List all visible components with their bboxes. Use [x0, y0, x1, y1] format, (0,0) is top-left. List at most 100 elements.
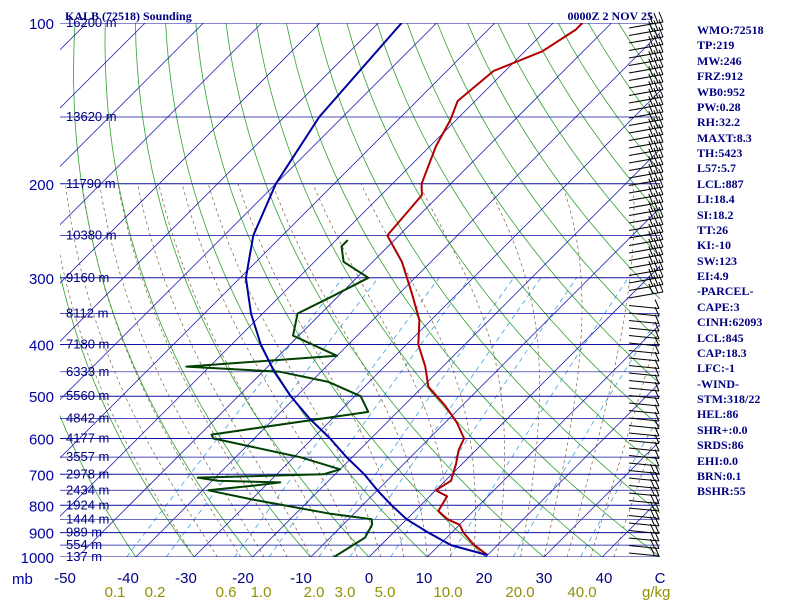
- isotherm-line: [60, 23, 262, 226]
- wind-barb: [628, 276, 664, 284]
- wind-barb-flag: [648, 73, 654, 84]
- index-item: -WIND-: [697, 376, 739, 391]
- wind-barb: [628, 462, 660, 467]
- isotherm-line: [252, 148, 660, 557]
- wind-barbs: [628, 11, 664, 557]
- wind-barb-flag: [648, 276, 654, 287]
- wind-barb-flag: [654, 434, 660, 444]
- wind-barb: [628, 36, 664, 44]
- wind-barb-flag: [658, 56, 664, 68]
- wind-barb-flag: [648, 21, 654, 32]
- index-item: CAP:18.3: [697, 345, 747, 360]
- isotherm-line: [485, 382, 660, 557]
- wind-barb-flag: [650, 493, 655, 504]
- wind-barb-flag: [658, 169, 664, 180]
- mixing-ratio-unit-label: g/kg: [642, 584, 670, 600]
- index-item: LCL:887: [697, 176, 744, 191]
- wind-barb-flag: [648, 178, 654, 189]
- wind-barb-flag: [654, 449, 660, 459]
- index-item: SRDS:86: [697, 438, 744, 453]
- wind-barb: [628, 320, 660, 324]
- wind-barb-flag: [653, 207, 659, 219]
- wind-barb-flag: [654, 509, 660, 519]
- wind-barb-flag: [650, 463, 655, 474]
- wind-barb: [628, 81, 664, 89]
- isotherm-line: [60, 23, 379, 342]
- index-item: TH:5423: [697, 146, 743, 160]
- wind-barb-flag: [653, 27, 659, 39]
- mixing-ratio-tick-label: 40.0: [567, 584, 596, 600]
- wind-barb-flag: [654, 539, 660, 549]
- wind-barb-flag: [653, 267, 659, 279]
- index-item: SHR+:0.0: [697, 422, 748, 437]
- wind-barb-flag: [654, 464, 660, 474]
- wind-barb-flag: [653, 57, 659, 69]
- wind-barb-flag: [653, 140, 659, 151]
- wind-barb: [628, 89, 664, 96]
- wind-barb-flag: [653, 200, 659, 211]
- temperature-tick-label: -50: [54, 570, 76, 587]
- wind-barb-flag: [654, 299, 660, 309]
- wind-barb-flag: [654, 359, 660, 369]
- height-label: 1444 m: [66, 511, 109, 526]
- index-item: HEL:86: [697, 407, 739, 422]
- wind-barb-flag: [653, 72, 659, 84]
- wind-barb-flag: [653, 275, 659, 286]
- wind-barb-flag: [648, 253, 654, 264]
- pressure-tick-label: 400: [29, 338, 54, 355]
- wind-barb-flag: [653, 117, 659, 129]
- sounding-traces: [185, 23, 584, 557]
- wind-barb-flag: [648, 268, 654, 279]
- height-label: 554 m: [66, 537, 102, 552]
- wind-barb-flag: [648, 118, 654, 129]
- wind-barb: [628, 224, 664, 231]
- index-item: SI:18.2: [697, 207, 734, 222]
- wind-barb: [628, 104, 664, 111]
- wind-barb-flag: [658, 161, 664, 173]
- wind-barb: [628, 141, 664, 149]
- wind-barb-flag: [658, 11, 664, 23]
- wind-barb: [628, 432, 660, 437]
- index-item: WB0:952: [697, 84, 745, 99]
- wind-barb: [628, 44, 664, 51]
- height-label: 16200 m: [66, 15, 117, 30]
- isotherm-line: [60, 23, 554, 517]
- wind-barb-flag: [658, 214, 664, 225]
- wind-barb-flag: [654, 486, 660, 497]
- indices-panel: WMO:72518 TP:219 MW:246 FRZ:912 WB0:952 PW:0.…: [697, 23, 799, 500]
- wind-barb-flag: [653, 222, 659, 234]
- index-item: SW:123: [697, 253, 738, 268]
- wind-barb: [628, 149, 664, 156]
- wind-barb-flag: [650, 478, 655, 489]
- isotherm-line: [193, 90, 660, 557]
- wind-barb-flag: [653, 192, 659, 204]
- wind-barb: [628, 342, 660, 347]
- wind-barb: [628, 261, 664, 269]
- wind-barb-flag: [654, 494, 660, 504]
- temperature-tick-label: -20: [232, 570, 254, 587]
- index-item: EHI:0.0: [697, 453, 739, 468]
- wind-barb: [628, 447, 660, 452]
- wind-barb: [628, 455, 660, 459]
- height-label: 7180 m: [66, 337, 109, 352]
- wind-barb: [628, 335, 660, 339]
- wind-barb-flag: [658, 176, 664, 188]
- wind-barb: [628, 312, 660, 317]
- wind-barb-flag: [653, 147, 659, 159]
- wind-barb-flag: [653, 185, 659, 196]
- wind-barb-flag: [658, 34, 664, 45]
- index-item: BSHR:55: [697, 484, 746, 499]
- wind-barb-flag: [658, 109, 664, 120]
- wind-barb-flag: [648, 208, 654, 219]
- moist-adiabat: [60, 252, 195, 557]
- pressure-tick-label: 300: [29, 271, 54, 288]
- wind-barb: [628, 239, 664, 246]
- wind-barb-flag: [653, 132, 659, 144]
- wind-barb: [628, 21, 664, 29]
- index-item: PW:0.28: [697, 99, 741, 114]
- wind-barb-flag: [658, 26, 664, 38]
- wind-barb-flag: [653, 237, 659, 249]
- wind-barb-flag: [650, 508, 655, 519]
- pressure-tick-label: 1000: [21, 550, 54, 567]
- isotherm-line: [60, 23, 321, 284]
